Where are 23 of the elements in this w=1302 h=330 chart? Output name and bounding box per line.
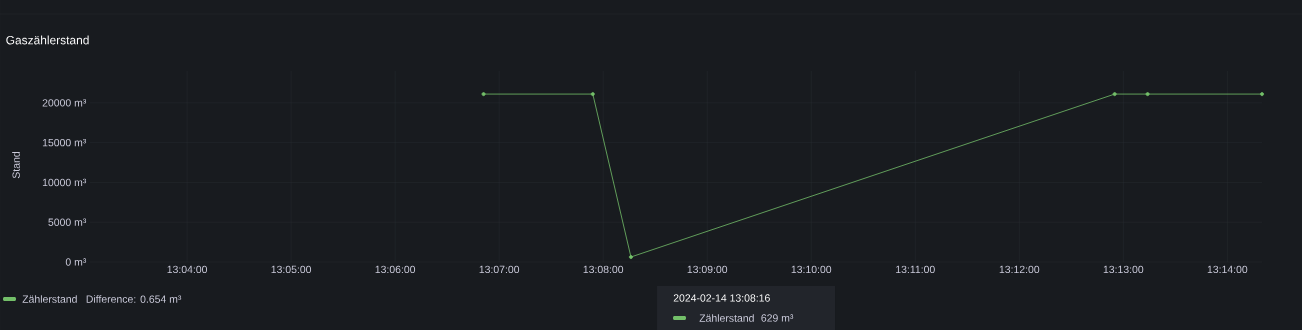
text: Zählerstand — [22, 295, 77, 303]
y-tick-label: 20000 m³ — [42, 99, 87, 107]
x-tick-label: 13:14:00 — [1207, 265, 1248, 274]
y-tick-label: 15000 m³ — [42, 138, 87, 147]
y-axis-title: Stand — [12, 152, 20, 179]
x-tick-label: 13:10:00 — [791, 265, 832, 274]
x-tick-label: 13:08:00 — [583, 265, 624, 274]
x-tick-label: 13:11:00 — [896, 265, 935, 274]
x-tick-label: 13:05:00 — [271, 265, 312, 274]
text: 629 m³ — [761, 314, 794, 322]
x-tick-label: 13:07:00 — [479, 265, 520, 274]
y-tick-label: 10000 m³ — [42, 178, 87, 187]
text: Difference: 0.654 m³ — [86, 295, 182, 303]
y-tick-label: 0 m³ — [65, 258, 87, 266]
x-tick-label: 13:04:00 — [167, 265, 208, 274]
x-tick-label: 13:06:00 — [375, 265, 416, 274]
text: 2024-02-14 13:08:16 — [673, 294, 770, 302]
x-tick-label: 13:12:00 — [999, 265, 1040, 274]
chart-title: Gaszählerstand — [6, 35, 89, 45]
y-tick-label: 5000 m³ — [48, 218, 87, 226]
x-tick-label: 13:13:00 — [1103, 265, 1144, 274]
x-tick-label: 13:09:00 — [687, 265, 728, 274]
legend-label: Zählerstand — [699, 314, 754, 322]
